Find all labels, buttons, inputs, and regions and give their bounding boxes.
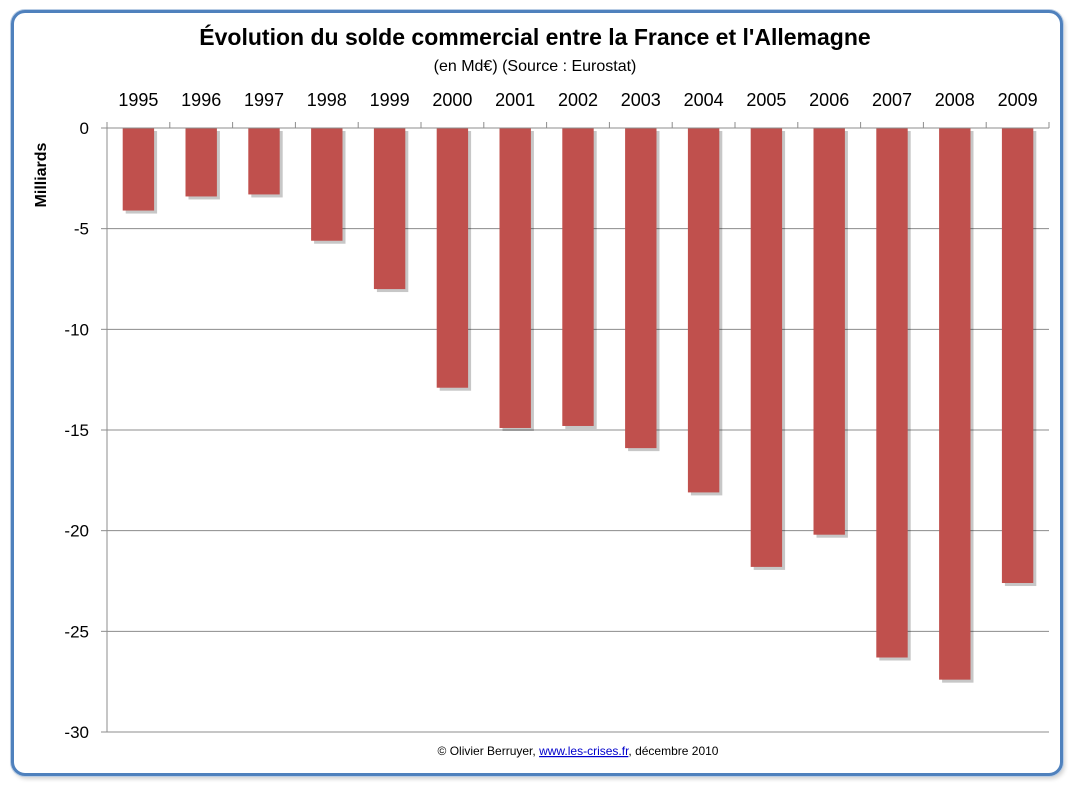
x-tick-label: 1997 xyxy=(244,90,284,110)
x-tick-label: 2001 xyxy=(495,90,535,110)
chart-subtitle: (en Md€) (Source : Eurostat) xyxy=(434,58,637,75)
x-tick-label: 2002 xyxy=(558,90,598,110)
bar xyxy=(562,128,594,426)
chart-title: Évolution du solde commercial entre la F… xyxy=(199,23,870,50)
bar xyxy=(687,128,720,493)
x-tick-label: 1995 xyxy=(118,90,158,110)
y-tick-labels: 0 -5 -10 -15 -20 -25 -30 xyxy=(64,119,89,742)
x-tick-label: 2006 xyxy=(809,90,849,110)
bar xyxy=(122,128,155,211)
credit-suffix: , décembre 2010 xyxy=(628,744,718,758)
y-tick-label: -25 xyxy=(64,622,89,641)
bar xyxy=(750,128,783,567)
bar xyxy=(625,128,657,449)
x-tick-labels: 1995 1996 1997 1998 1999 2000 2001 2002 2003 2004… xyxy=(118,90,1037,110)
bar xyxy=(939,128,971,680)
credit-line: © Olivier Berruyer, www.les-crises.fr, d… xyxy=(438,744,719,758)
credit-link[interactable]: www.les-crises.fr xyxy=(538,744,629,758)
y-tick-label: -30 xyxy=(64,723,89,742)
x-tick-label: 1998 xyxy=(307,90,347,110)
y-tick-label: -5 xyxy=(74,220,89,239)
bar xyxy=(876,128,908,658)
x-tick-label: 2000 xyxy=(432,90,472,110)
bar xyxy=(499,128,531,428)
bar xyxy=(311,128,343,241)
bars xyxy=(122,128,1037,683)
x-tick-label: 2005 xyxy=(746,90,786,110)
y-axis-label: Milliards xyxy=(33,142,50,207)
x-tick-label: 2008 xyxy=(935,90,975,110)
y-tick-label: 0 xyxy=(80,119,89,138)
y-tick-label: -20 xyxy=(64,522,89,541)
x-tick-label: 2003 xyxy=(621,90,661,110)
credit-prefix: © Olivier Berruyer, xyxy=(438,744,540,758)
x-tick-label: 1999 xyxy=(370,90,410,110)
bar xyxy=(1001,128,1034,584)
bar xyxy=(813,128,845,535)
bar xyxy=(373,128,406,290)
bar xyxy=(436,128,469,388)
bar xyxy=(248,128,280,195)
axes xyxy=(101,122,1050,733)
x-tick-label: 1996 xyxy=(181,90,221,110)
y-tick-label: -15 xyxy=(64,421,89,440)
y-tick-label: -10 xyxy=(64,320,89,339)
x-tick-label: 2007 xyxy=(872,90,912,110)
bar xyxy=(185,128,217,197)
x-tick-label: 2009 xyxy=(998,90,1038,110)
x-tick-label: 2004 xyxy=(684,90,724,110)
